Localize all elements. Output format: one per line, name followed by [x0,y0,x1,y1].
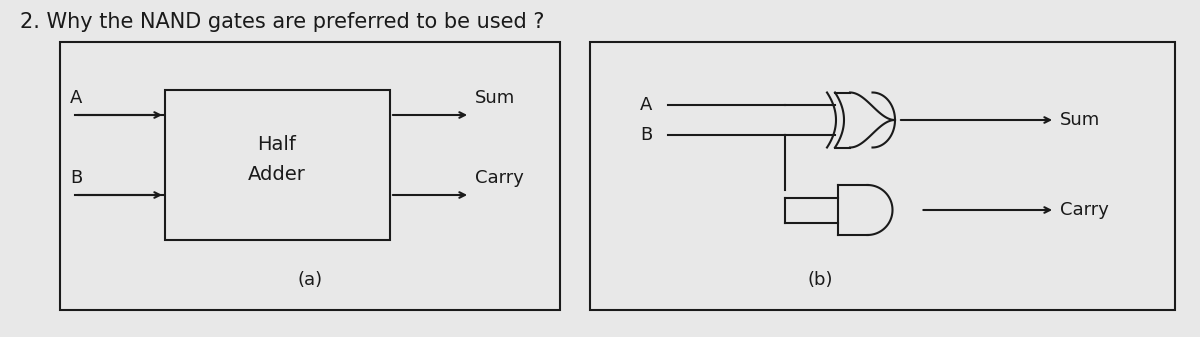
Text: Sum: Sum [475,89,515,107]
Bar [60,42,560,310]
Text: 2. Why the NAND gates are preferred to be used ?: 2. Why the NAND gates are preferred to b… [20,12,545,32]
Text: Sum: Sum [1060,111,1100,129]
Bar [166,90,390,240]
Text: (b): (b) [808,271,833,289]
Text: Half: Half [258,135,296,154]
Text: A: A [70,89,83,107]
Text: B: B [70,169,83,187]
Text: B: B [640,126,653,144]
Text: Carry: Carry [475,169,524,187]
Bar [590,42,1175,310]
Text: A: A [640,96,653,114]
Text: Adder: Adder [248,165,306,184]
Text: (a): (a) [298,271,323,289]
Text: Carry: Carry [1060,201,1109,219]
